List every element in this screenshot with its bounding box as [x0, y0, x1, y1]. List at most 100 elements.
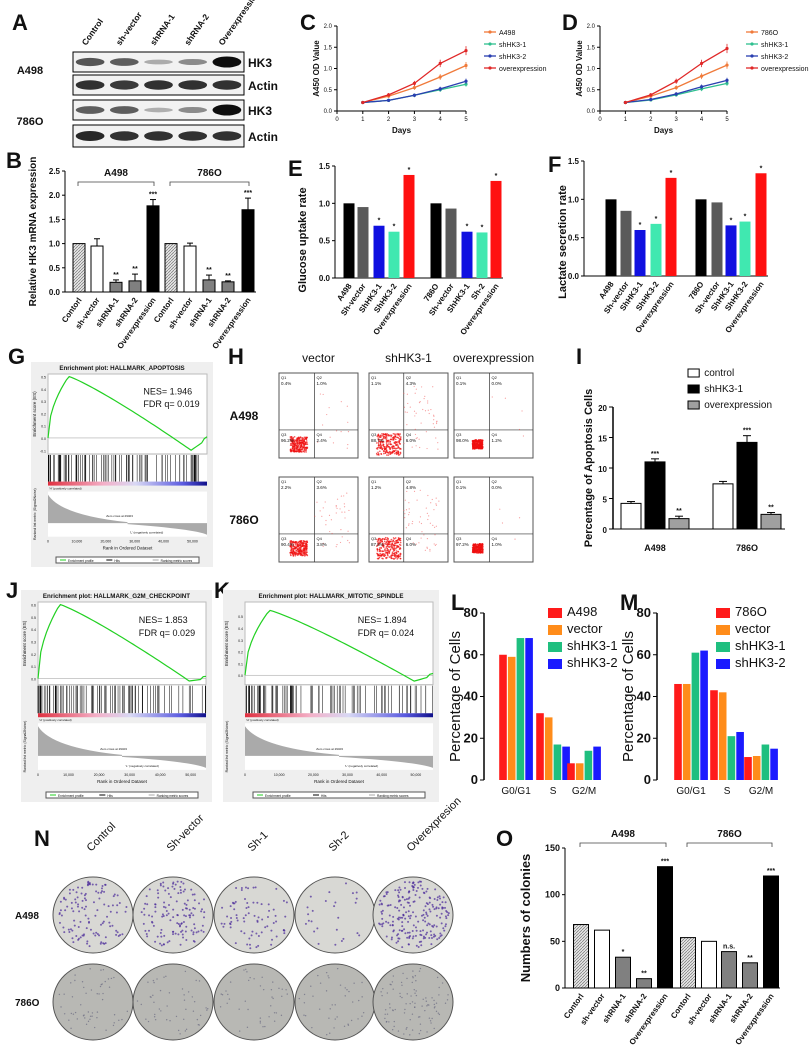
colony-dot — [74, 901, 77, 904]
colony-dot — [351, 892, 354, 895]
colony-dot — [160, 928, 163, 931]
legend-marker — [488, 54, 492, 58]
colony-dot — [270, 1005, 272, 1007]
colony-dot — [169, 896, 172, 899]
event-dot — [297, 438, 300, 440]
event-dot — [396, 541, 399, 543]
colony-dot — [412, 935, 415, 938]
event-dot — [432, 386, 434, 388]
event-dot — [340, 401, 342, 403]
significance-marker: * — [495, 173, 498, 180]
colony-dot — [440, 922, 443, 925]
quadrant-percentage: 2.4% — [317, 438, 327, 443]
event-dot — [385, 556, 387, 559]
y-tick-label: 1.0 — [568, 195, 580, 204]
legend-swatch — [548, 642, 562, 652]
y-tick-label: 1.5 — [568, 157, 580, 166]
colony-dot — [435, 925, 438, 928]
event-dot — [518, 517, 521, 519]
colony-dot — [76, 1018, 78, 1020]
data-point — [649, 97, 653, 102]
event-dot — [385, 438, 388, 441]
significance-marker: n.s. — [723, 944, 735, 951]
colony-dot — [256, 919, 259, 922]
bar — [445, 208, 457, 278]
event-dot — [343, 495, 345, 497]
colony-dot — [429, 910, 432, 913]
event-dot — [433, 509, 435, 511]
event-dot — [336, 507, 338, 510]
colony-dot — [286, 993, 288, 995]
colony-dot — [329, 1008, 331, 1010]
legend-label: control — [704, 368, 734, 379]
colony-dot — [285, 989, 287, 991]
event-dot — [292, 543, 295, 546]
quadrant-percentage: 96.2% — [281, 438, 294, 443]
event-dot — [474, 545, 476, 547]
event-dot — [425, 507, 427, 509]
colony-dot — [113, 893, 116, 896]
event-dot — [382, 436, 385, 438]
colony-dot — [329, 1032, 331, 1034]
colony-dot — [435, 906, 438, 909]
event-dot — [414, 392, 416, 394]
event-dot — [290, 440, 292, 442]
event-dot — [391, 557, 393, 560]
colony-dot — [77, 903, 80, 906]
flow-column-header: vector — [302, 351, 335, 365]
colony-dot — [393, 1020, 395, 1023]
colony-dot — [444, 923, 447, 926]
event-dot — [294, 541, 297, 543]
colony-dot — [433, 1003, 436, 1006]
y-tick-label: 0 — [603, 526, 608, 535]
colony-dot — [112, 1024, 115, 1027]
event-dot — [306, 436, 308, 439]
quadrant-percentage: 98.0% — [456, 438, 469, 443]
event-dot — [395, 544, 397, 547]
event-dot — [295, 551, 298, 554]
event-dot — [297, 550, 300, 552]
event-dot — [481, 548, 484, 550]
colony-dot — [262, 1026, 264, 1028]
colony-dot — [281, 995, 283, 998]
colony-dot — [257, 944, 260, 947]
event-dot — [387, 433, 390, 436]
colony-dot — [307, 913, 310, 916]
bar — [701, 940, 717, 989]
colony-dot — [193, 1000, 196, 1003]
x-tick-label: 20,000 — [100, 540, 111, 544]
blot-membrane — [72, 51, 245, 73]
colony-dot — [153, 981, 155, 984]
event-dot — [336, 498, 339, 500]
event-dot — [404, 499, 406, 501]
colony-dot — [96, 1011, 99, 1013]
colony-dot — [77, 938, 80, 941]
colony-dot — [438, 1013, 441, 1016]
event-dot — [303, 448, 306, 451]
event-dot — [300, 439, 302, 442]
event-dot — [400, 436, 402, 438]
x-tick-label: G0/G1 — [501, 786, 531, 797]
colony-dot — [436, 976, 439, 979]
colony-dot — [98, 934, 101, 937]
colony-dot — [394, 906, 397, 909]
blot-band — [212, 56, 242, 68]
colony-dot — [275, 887, 278, 890]
bar — [668, 518, 690, 530]
event-dot — [427, 494, 429, 497]
colony-dot — [191, 893, 194, 896]
event-dot — [386, 547, 388, 550]
legend-label: Hits — [114, 559, 120, 563]
colony-dot — [183, 1018, 185, 1020]
event-dot — [395, 451, 397, 454]
legend-swatch — [548, 625, 562, 635]
event-dot — [291, 545, 294, 548]
data-point — [649, 93, 653, 97]
event-dot — [299, 442, 301, 444]
colony-dot — [405, 1028, 407, 1030]
event-dot — [416, 499, 418, 501]
event-dot — [319, 393, 321, 395]
y-tick-label: 50 — [550, 936, 560, 946]
event-dot — [504, 397, 506, 399]
event-dot — [396, 544, 399, 547]
